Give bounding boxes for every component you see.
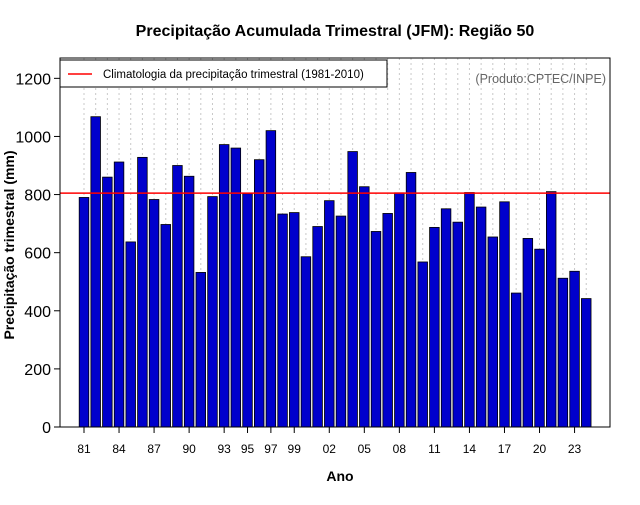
bar-2016 <box>487 236 499 428</box>
x-tick-label-87: 87 <box>147 442 161 456</box>
bar-2012 <box>440 208 452 428</box>
x-tick-label-97: 97 <box>264 442 278 456</box>
bar-2003 <box>335 215 347 428</box>
x-tick-label-05: 05 <box>358 442 372 456</box>
x-tick-label-23: 23 <box>568 442 582 456</box>
x-tick-label-95: 95 <box>241 442 255 456</box>
bar-1991 <box>195 272 207 428</box>
y-axis: 0 200 400 600 800 1000 1200 <box>15 71 60 437</box>
bar-2008 <box>394 192 405 428</box>
y-tick-label-400: 400 <box>24 304 51 321</box>
bar-1990 <box>183 175 195 428</box>
bar-2022 <box>557 277 569 428</box>
y-axis-label: Precipitação trimestral (mm) <box>1 150 17 339</box>
bar-1988 <box>160 224 171 428</box>
bar-2013 <box>452 221 463 428</box>
bar-2021 <box>546 191 557 428</box>
bar-1996 <box>253 159 265 428</box>
bar-2009 <box>405 172 417 428</box>
bar-2014 <box>464 192 475 428</box>
bar-2024 <box>581 298 592 428</box>
bar-1982 <box>90 116 101 428</box>
bar-2019 <box>522 238 534 428</box>
bar-1987 <box>148 199 160 428</box>
bar-2011 <box>429 226 440 428</box>
bar-1981 <box>78 197 90 428</box>
x-axis: 81 84 87 90 93 95 97 99 02 05 08 11 14 17 20 23 <box>77 427 582 456</box>
plot-frame <box>59 57 611 428</box>
bar-2007 <box>382 213 393 428</box>
bar-2006 <box>370 231 382 428</box>
bar-2023 <box>569 270 580 428</box>
bar-1997 <box>265 130 277 428</box>
bar-1985 <box>125 241 136 428</box>
bar-1989 <box>172 165 183 428</box>
bar-2001 <box>312 226 323 428</box>
source-note: (Produto:CPTEC/INPE) <box>475 72 606 86</box>
bar-1999 <box>289 212 300 428</box>
bar-1986 <box>137 156 148 428</box>
bar-1994 <box>230 147 242 428</box>
x-tick-label-99: 99 <box>288 442 302 456</box>
bar-1983 <box>102 176 113 428</box>
legend-label: Climatologia da precipitação trimestral … <box>103 69 364 81</box>
y-tick-label-600: 600 <box>24 246 51 263</box>
y-tick-label-1000: 1000 <box>15 129 51 146</box>
x-tick-label-14: 14 <box>463 442 477 456</box>
bars-group <box>78 116 592 428</box>
bar-2002 <box>324 200 335 428</box>
y-tick-label-200: 200 <box>24 362 51 379</box>
legend-box <box>59 59 388 88</box>
y-tick-label-800: 800 <box>24 188 51 205</box>
x-tick-label-81: 81 <box>77 442 91 456</box>
x-tick-label-02: 02 <box>323 442 337 456</box>
bar-1995 <box>242 193 253 428</box>
x-tick-label-90: 90 <box>182 442 196 456</box>
y-tick-label-1200: 1200 <box>15 71 51 88</box>
x-tick-label-84: 84 <box>112 442 126 456</box>
y-tick-label-0: 0 <box>42 420 51 437</box>
x-tick-label-08: 08 <box>393 442 407 456</box>
bar-1998 <box>277 213 288 428</box>
bar-2000 <box>300 256 312 428</box>
x-tick-label-93: 93 <box>217 442 231 456</box>
legend: Climatologia da precipitação trimestral … <box>59 59 388 88</box>
bar-2018 <box>510 292 522 428</box>
x-tick-label-20: 20 <box>533 442 547 456</box>
bar-2015 <box>475 206 487 428</box>
bar-2005 <box>359 186 370 428</box>
bar-1993 <box>218 144 230 428</box>
bar-2017 <box>499 201 510 428</box>
grid-lines <box>83 58 587 427</box>
x-tick-label-11: 11 <box>428 442 441 456</box>
bar-1984 <box>113 161 125 428</box>
bar-1992 <box>207 196 218 428</box>
x-tick-label-17: 17 <box>498 442 512 456</box>
bar-2020 <box>534 248 545 428</box>
bar-2010 <box>417 261 428 428</box>
chart-title: Precipitação Acumulada Trimestral (JFM):… <box>136 23 535 40</box>
x-axis-label: Ano <box>326 468 353 484</box>
